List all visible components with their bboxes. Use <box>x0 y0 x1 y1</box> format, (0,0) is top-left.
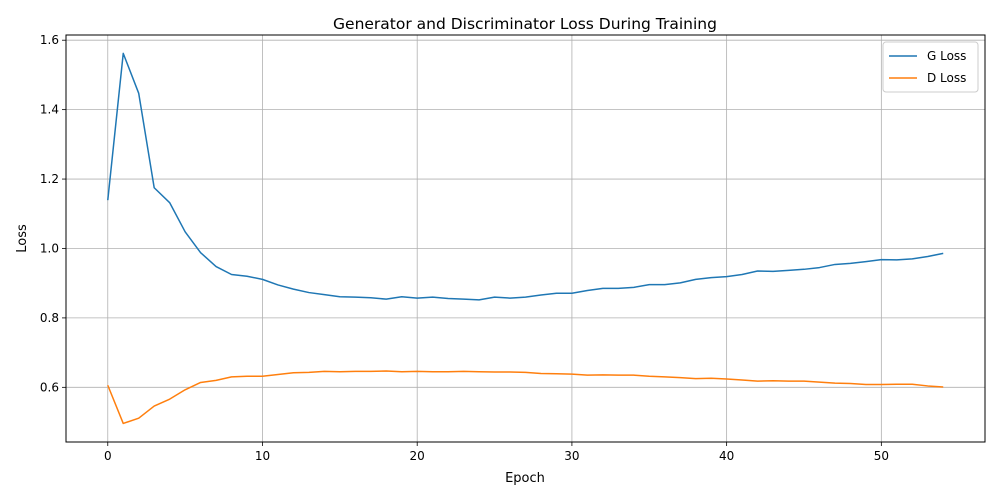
y-tick-label: 1.2 <box>40 172 59 186</box>
series-line-g-loss <box>107 52 944 301</box>
y-tick-label: 1.6 <box>40 33 59 47</box>
x-tick-label: 50 <box>874 449 889 463</box>
legend: G Loss D Loss <box>882 41 979 93</box>
x-axis-ticks: 0 10 20 30 40 50 <box>104 442 889 463</box>
x-tick-label: 20 <box>410 449 425 463</box>
legend-label-g-loss: G Loss <box>927 49 966 63</box>
x-tick-label: 0 <box>104 449 112 463</box>
y-tick-label: 1.0 <box>40 241 59 255</box>
x-axis-label: Epoch <box>505 471 545 486</box>
series-line-d-loss <box>107 370 944 425</box>
y-axis-ticks: 0.6 0.8 1.0 1.2 1.4 1.6 <box>40 33 66 394</box>
x-tick-label: 40 <box>719 449 734 463</box>
grid <box>66 35 985 442</box>
plot-frame <box>65 34 986 443</box>
x-tick-label: 30 <box>564 449 579 463</box>
x-tick-label: 10 <box>255 449 270 463</box>
legend-label-d-loss: D Loss <box>927 71 966 85</box>
chart-title: Generator and Discriminator Loss During … <box>333 15 717 33</box>
y-tick-label: 0.8 <box>40 311 59 325</box>
legend-box <box>882 41 979 93</box>
y-axis-label: Loss <box>15 224 30 253</box>
series-lines <box>107 52 944 425</box>
y-tick-label: 1.4 <box>40 103 59 117</box>
y-tick-label: 0.6 <box>40 380 59 394</box>
